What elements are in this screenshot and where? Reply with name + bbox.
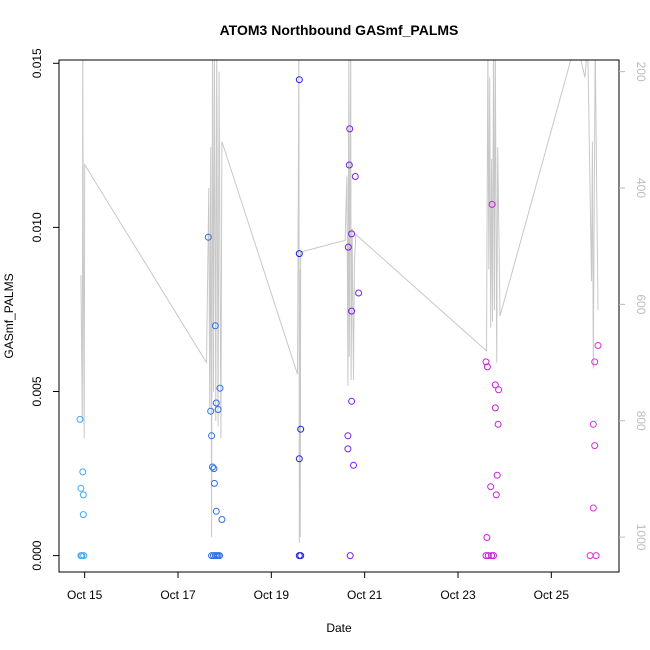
data-point [355, 289, 363, 297]
y-tick-label: 0.000 [30, 540, 44, 570]
y-tick-label: 0.005 [30, 376, 44, 406]
data-point [490, 552, 497, 560]
y-tick-label: 0.015 [30, 48, 44, 78]
data-point [492, 491, 500, 499]
data-point [77, 484, 85, 492]
data-point [210, 465, 218, 473]
x-axis: Oct 15 Oct 17 Oct 19 Oct 21 Oct 23 Oct 25 [67, 572, 569, 602]
x-tick-label: Oct 23 [440, 588, 476, 602]
y-axis: 0.000 0.005 0.010 0.015 [30, 48, 59, 571]
data-point [344, 243, 352, 251]
data-point [487, 483, 495, 491]
data-point [592, 552, 600, 560]
data-point [350, 461, 357, 469]
data-point [589, 504, 597, 512]
x-tick-label: Oct 21 [347, 588, 383, 602]
data-point [591, 358, 599, 366]
y-tick-label: 0.010 [30, 212, 44, 242]
data-point [591, 442, 599, 450]
x-tick-label: Oct 25 [534, 588, 570, 602]
data-point [346, 552, 354, 560]
altitude-line [80, 60, 599, 543]
data-point [76, 415, 84, 423]
data-point [594, 342, 602, 349]
data-point [491, 381, 499, 389]
data-point [495, 386, 503, 394]
data-point [483, 363, 491, 371]
chart-title: ATOM3 Northbound GASmf_PALMS [220, 22, 459, 38]
data-point [483, 534, 491, 541]
y2-tick-label: 1000 [634, 524, 648, 551]
data-point [209, 463, 216, 471]
data-point [218, 516, 226, 523]
y2-tick-label: 400 [634, 178, 648, 198]
x-axis-label: Date [326, 621, 352, 635]
data-point [212, 399, 220, 407]
data-point [297, 425, 305, 433]
data-point [488, 200, 496, 208]
data-point [80, 552, 88, 560]
data-point [295, 455, 303, 463]
data-point [79, 511, 87, 519]
data-point [295, 250, 303, 258]
x-tick-label: Oct 19 [254, 588, 290, 602]
data-point [351, 173, 359, 180]
y-axis-label: GASmf_PALMS [2, 273, 16, 358]
data-point [348, 397, 356, 405]
data-point [297, 552, 305, 560]
data-point [344, 445, 352, 453]
data-point [589, 420, 597, 428]
x-tick-label: Oct 17 [160, 588, 196, 602]
data-point [344, 432, 352, 440]
data-point [345, 161, 353, 169]
data-point [494, 420, 502, 428]
data-point [216, 552, 223, 560]
data-point [214, 406, 222, 413]
secondary-y-axis: 200 400 600 800 1000 [619, 62, 648, 551]
data-point [216, 384, 224, 392]
data-point [482, 358, 490, 366]
data-point [488, 552, 496, 560]
data-point [348, 307, 356, 315]
data-point [484, 552, 492, 560]
plot-frame [58, 59, 620, 573]
data-point [491, 404, 499, 412]
data-point [211, 322, 219, 330]
altitude-line-layer [80, 60, 599, 543]
data-point [348, 230, 356, 238]
data-point [295, 76, 303, 84]
data-point [207, 407, 215, 415]
y2-tick-label: 600 [634, 294, 648, 314]
data-point [586, 552, 594, 560]
data-point [493, 471, 501, 479]
data-point [208, 432, 216, 440]
data-point [346, 125, 354, 133]
y2-tick-label: 800 [634, 411, 648, 431]
data-point [79, 468, 87, 476]
data-point [212, 507, 220, 515]
data-point [79, 491, 87, 499]
y2-tick-label: 200 [634, 62, 648, 82]
data-point [210, 479, 218, 487]
x-tick-label: Oct 15 [67, 588, 103, 602]
data-points-layer [76, 76, 602, 560]
data-point [204, 233, 212, 241]
